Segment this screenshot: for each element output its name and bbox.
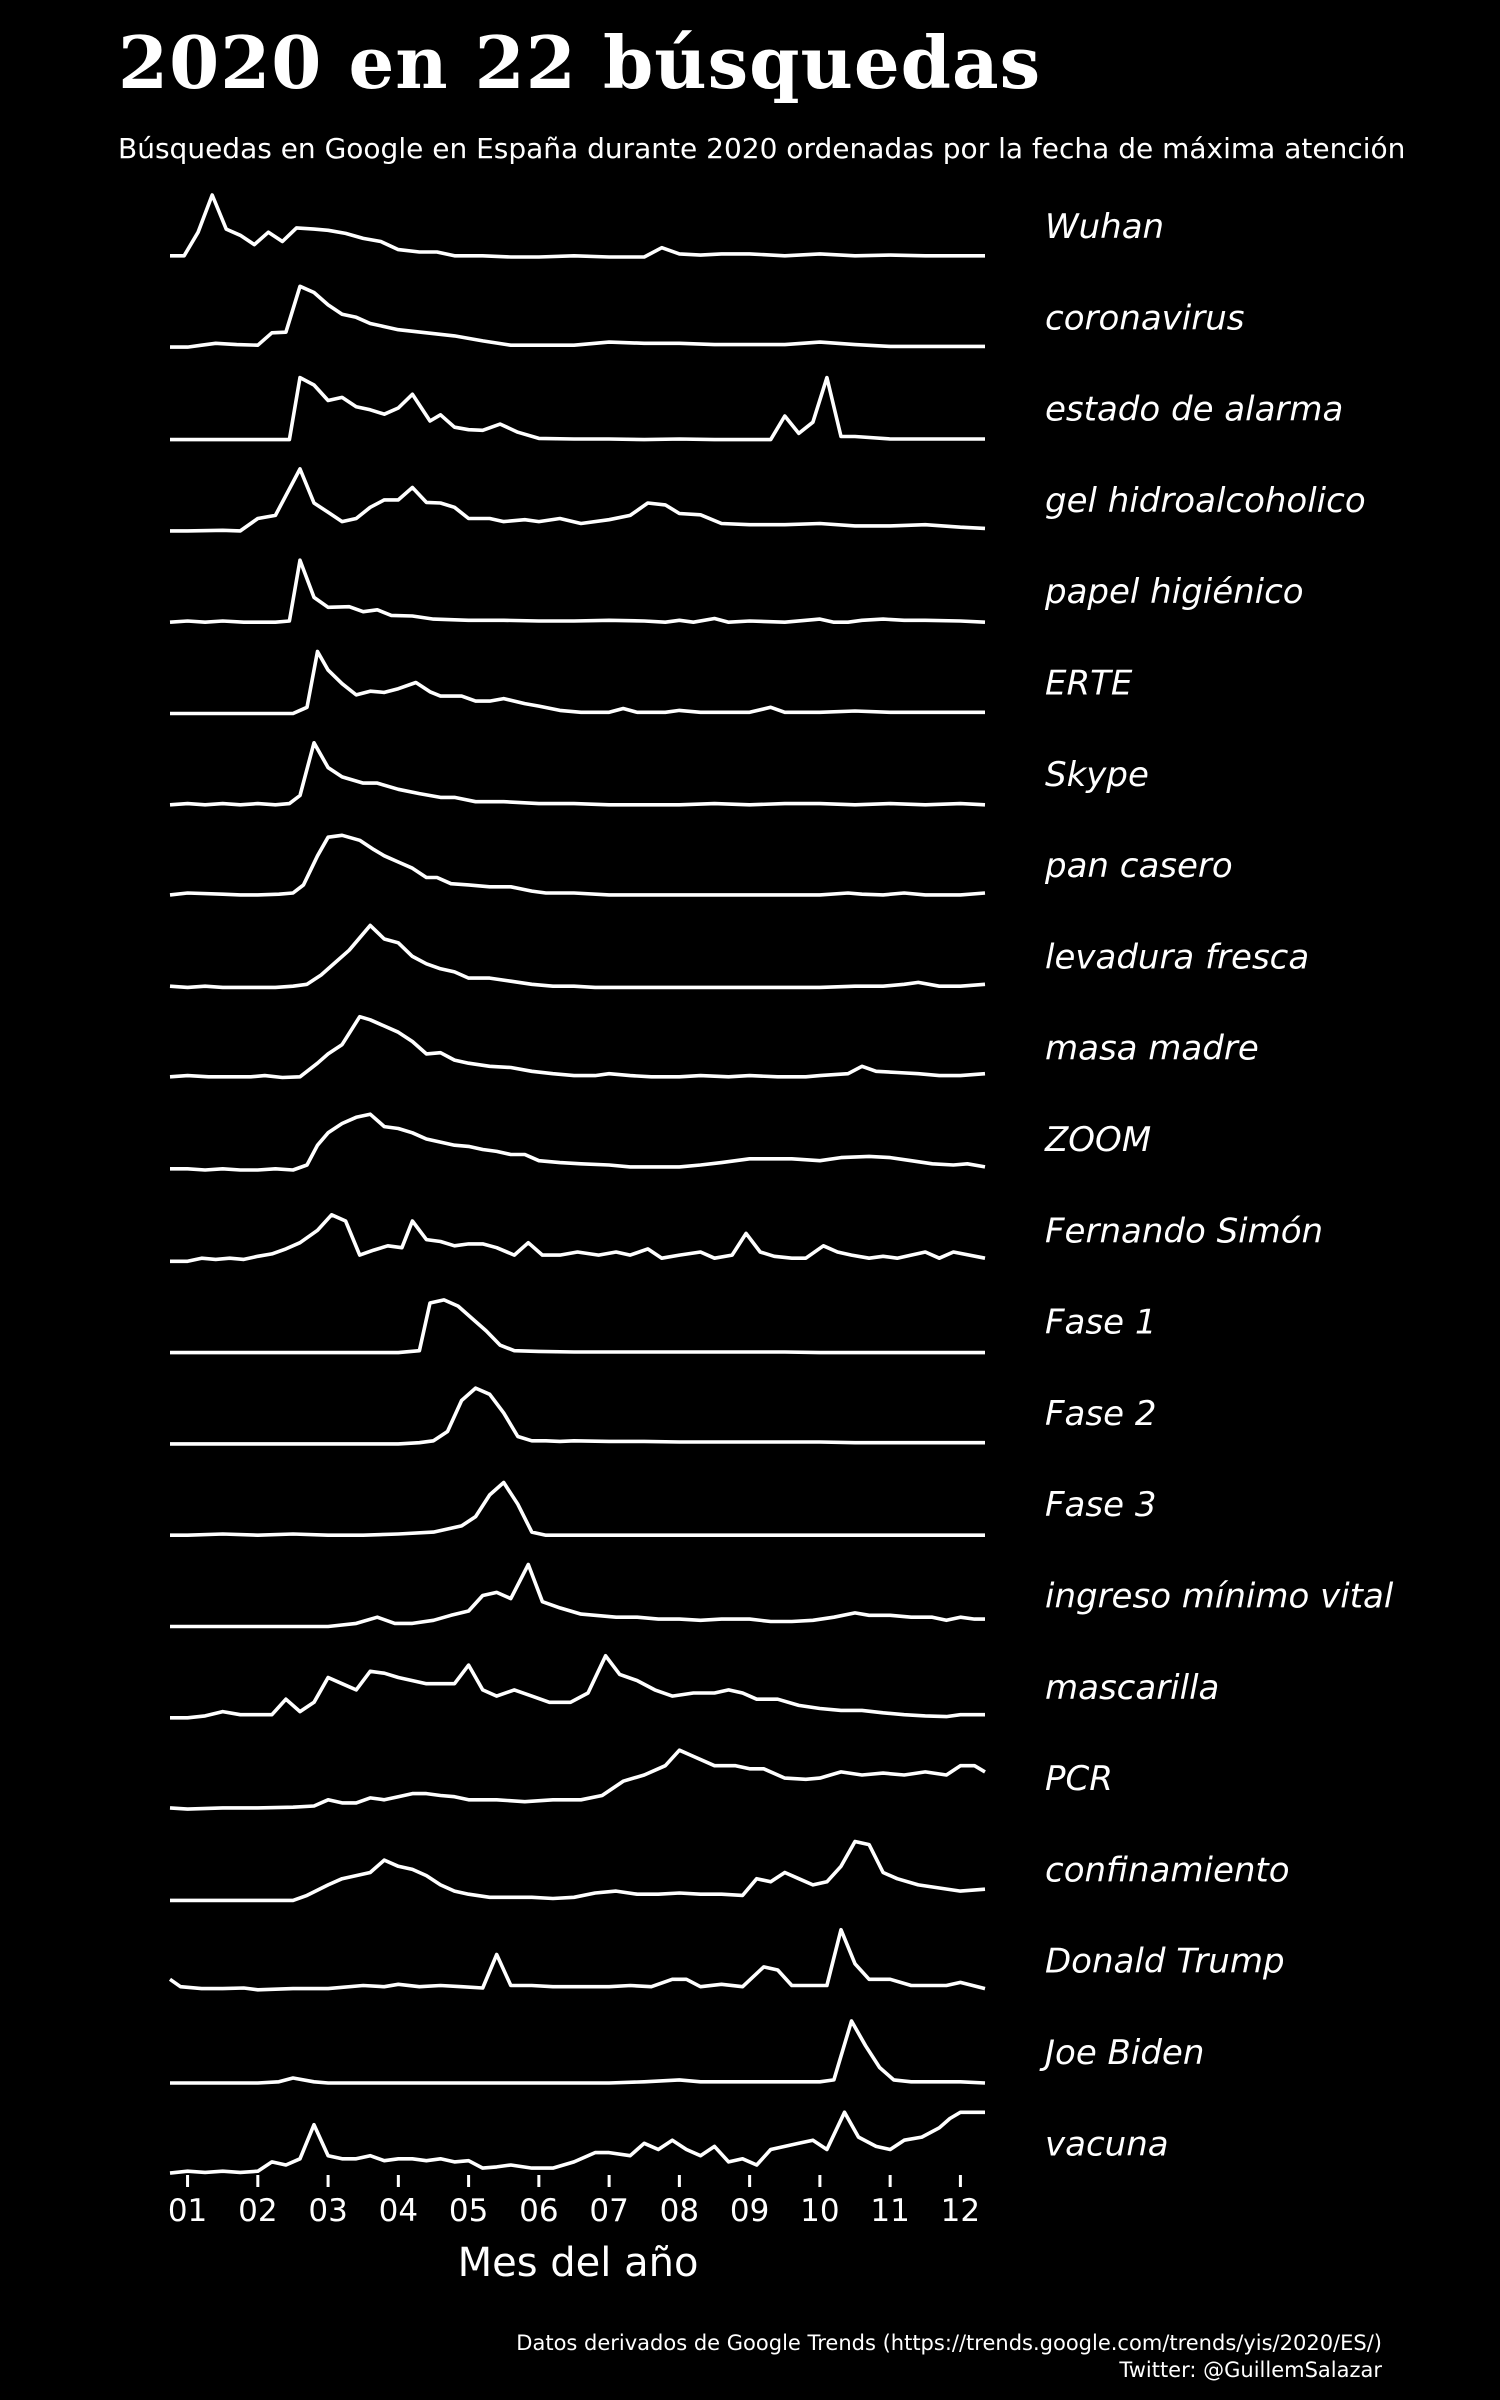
- x-tick-label: 12: [941, 2193, 980, 2229]
- series-line-7: [169, 833, 986, 897]
- series-label: vacuna: [1045, 2124, 1169, 2164]
- series-label: coronavirus: [1045, 298, 1244, 338]
- series-line-20: [170, 2019, 986, 2085]
- series-line-14: [170, 1480, 985, 1537]
- series-label: Fernando Simón: [1045, 1211, 1323, 1251]
- series-line-1: [170, 284, 985, 349]
- x-axis: 01 02 03 04 05 06 07 08 09 10 11 12: [168, 2175, 980, 2229]
- series-label: papel higiénico: [1044, 572, 1304, 612]
- series-label: confinamiento: [1045, 1850, 1290, 1890]
- x-tick-label: 02: [238, 2193, 277, 2229]
- x-tick-label: 11: [870, 2193, 909, 2229]
- series-line-2: [170, 375, 985, 442]
- x-tick-label: 08: [660, 2193, 699, 2229]
- series-label: Skype: [1045, 755, 1149, 795]
- series-line-4: [169, 558, 986, 624]
- x-tick-label: 06: [519, 2193, 558, 2229]
- x-tick-label: 03: [308, 2193, 347, 2229]
- twitter-handle: Twitter: @GuillemSalazar: [1119, 2358, 1382, 2382]
- series-label: masa madre: [1045, 1029, 1259, 1069]
- series-line-16: [170, 1654, 985, 1720]
- series-line-10: [170, 1112, 986, 1172]
- series-line-12: [170, 1298, 985, 1355]
- x-tick-label: 05: [449, 2193, 488, 2229]
- series-line-15: [170, 1562, 985, 1629]
- series-label: Wuhan: [1045, 207, 1164, 247]
- series-label: ZOOM: [1044, 1120, 1151, 1160]
- series-line-0: [170, 193, 985, 259]
- series-line-18: [170, 1839, 986, 1903]
- series-label: Fase 3: [1045, 1485, 1156, 1525]
- series-label: Fase 2: [1045, 1394, 1156, 1434]
- series-label: levadura fresca: [1045, 937, 1309, 977]
- series-line-21: [169, 2110, 985, 2175]
- series-line-5: [170, 649, 985, 716]
- page-title: 2020 en 22 búsquedas: [118, 20, 1042, 105]
- series-label: Joe Biden: [1039, 2033, 1204, 2073]
- series-label: ERTE: [1045, 664, 1133, 704]
- series-label: Fase 1: [1045, 1303, 1156, 1343]
- series-label: mascarilla: [1045, 1668, 1219, 1708]
- series-label: ingreso mínimo vital: [1045, 1577, 1394, 1617]
- x-tick-label: 10: [800, 2193, 839, 2229]
- series-line-9: [169, 1014, 986, 1080]
- series-line-8: [169, 923, 986, 990]
- x-tick-label: 01: [168, 2193, 207, 2229]
- page-subtitle: Búsquedas en Google en España durante 20…: [118, 132, 1406, 165]
- series-label: PCR: [1045, 1759, 1113, 1799]
- series-line-3: [170, 467, 986, 533]
- series-line-11: [170, 1213, 986, 1264]
- x-tick-label: 07: [589, 2193, 628, 2229]
- series-label: pan casero: [1044, 846, 1233, 886]
- series-line-13: [170, 1386, 985, 1446]
- source-line: Datos derivados de Google Trends (https:…: [516, 2331, 1382, 2355]
- ridgeline-series: Wuhan coronavirus estado de alarma gel hidr…: [168, 193, 1394, 2175]
- series-line-17: [169, 1748, 986, 1811]
- series-label: gel hidroalcoholico: [1045, 481, 1366, 521]
- series-label: Donald Trump: [1045, 1942, 1285, 1982]
- x-axis-label: Mes del año: [458, 2240, 699, 2286]
- x-tick-label: 04: [379, 2193, 418, 2229]
- series-line-19: [168, 1927, 986, 1992]
- x-tick-label: 09: [730, 2193, 769, 2229]
- series-line-6: [169, 741, 986, 807]
- series-label: estado de alarma: [1045, 390, 1343, 430]
- source-note: Datos derivados de Google Trends (https:…: [516, 2330, 1382, 2384]
